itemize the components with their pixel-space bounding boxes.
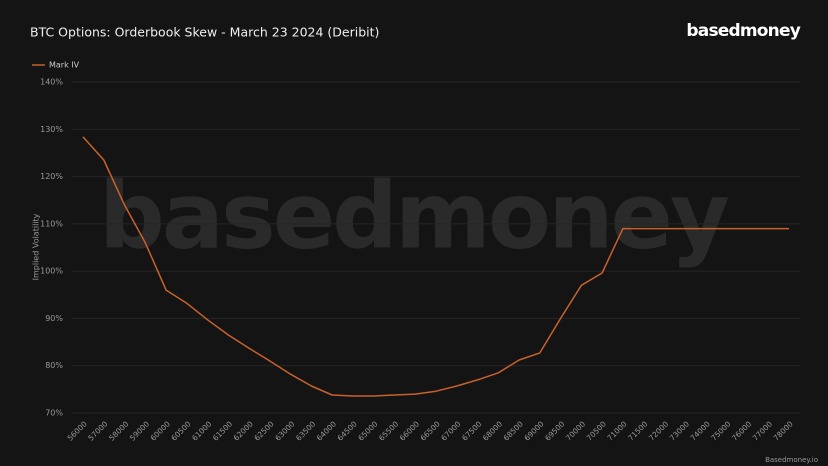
watermark: basedmoney bbox=[99, 162, 729, 269]
y-axis-label: Implied Volatility bbox=[32, 213, 41, 280]
y-tick-label: 90% bbox=[45, 314, 63, 323]
y-tick-label: 100% bbox=[40, 267, 63, 276]
y-tick-label: 80% bbox=[45, 361, 63, 370]
y-tick-label: 130% bbox=[40, 125, 63, 134]
source: Basedmoney.io bbox=[765, 456, 818, 464]
legend-label: Mark IV bbox=[49, 61, 80, 70]
line-series bbox=[82, 136, 789, 397]
y-tick-label: 70% bbox=[45, 409, 63, 418]
y-tick-label: 110% bbox=[40, 219, 63, 228]
y-tick-label: 140% bbox=[40, 78, 63, 87]
y-tick-label: 120% bbox=[40, 172, 63, 181]
brand-logo: basedmoney bbox=[686, 21, 800, 41]
chart-title: BTC Options: Orderbook Skew - March 23 2… bbox=[30, 25, 379, 40]
